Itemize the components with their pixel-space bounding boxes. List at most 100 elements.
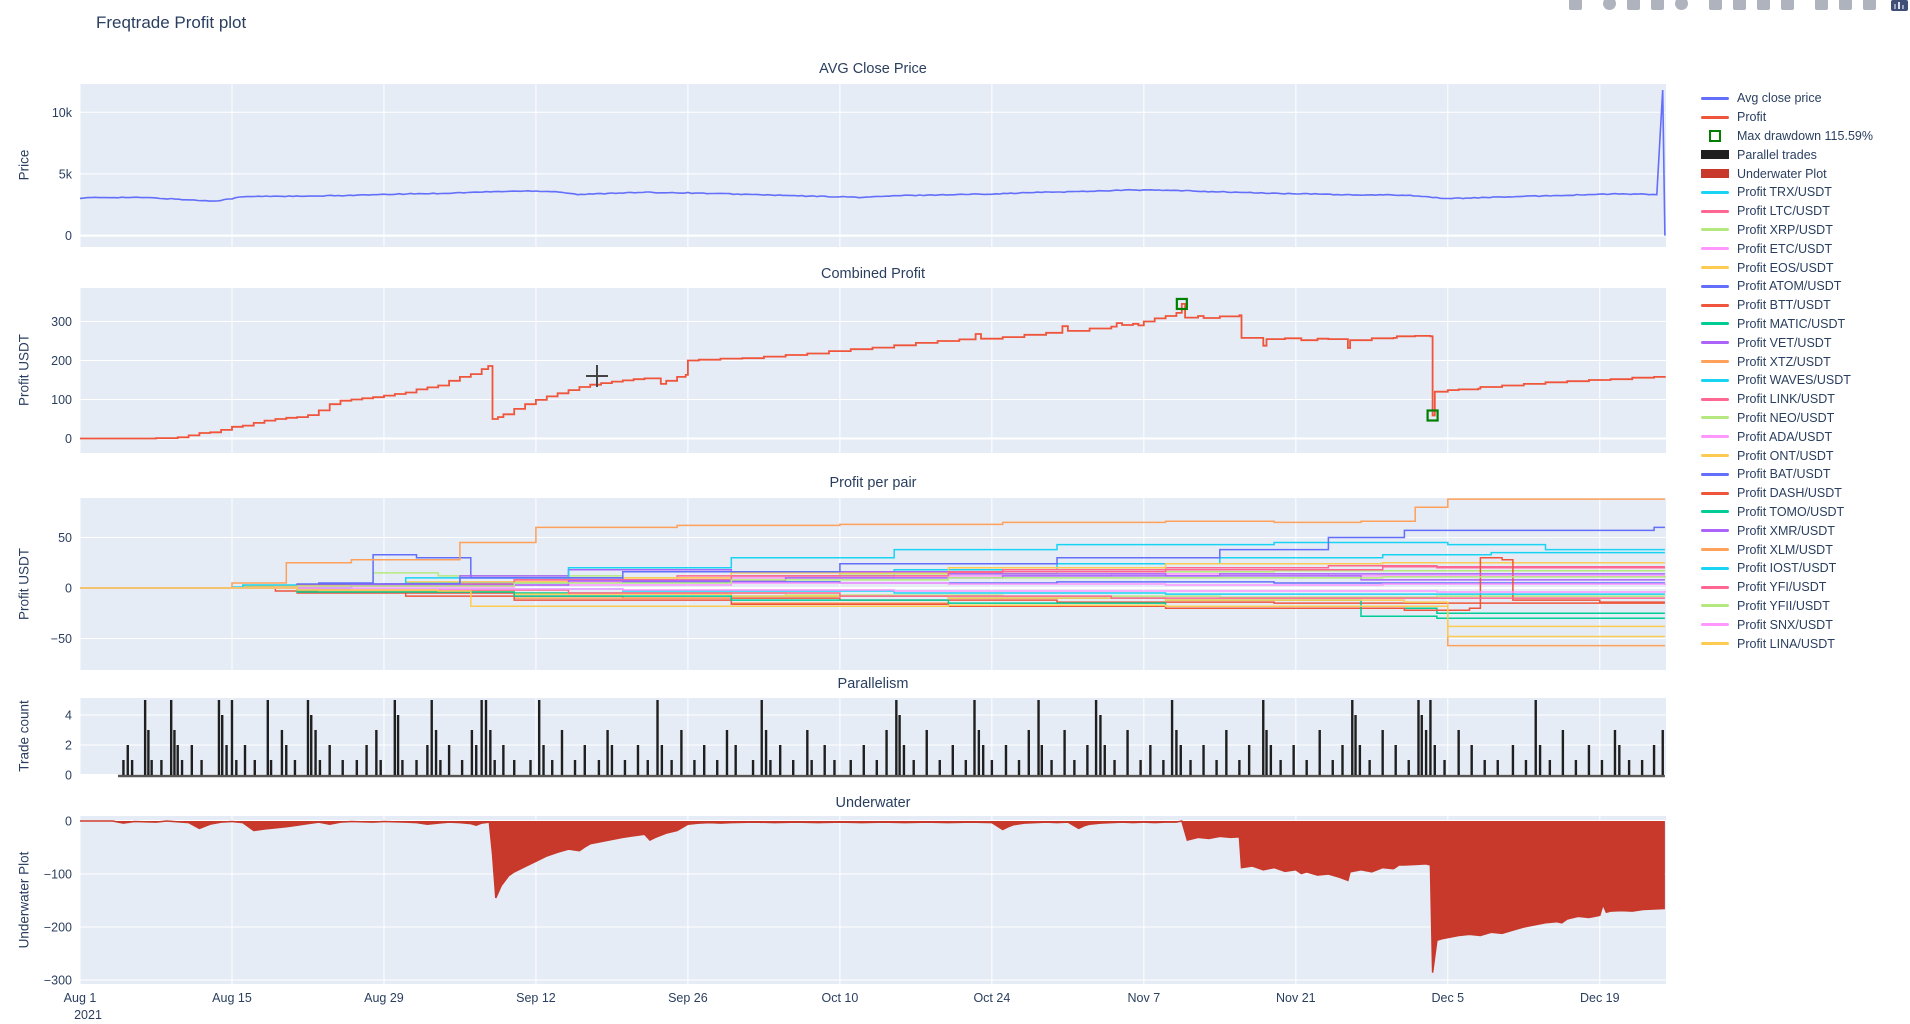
profit-plot-area[interactable] [80,288,1666,453]
legend-line-swatch-icon [1701,190,1729,194]
legend-item-avg-close-price[interactable]: Avg close price [1701,89,1822,108]
legend-item-profit-xlm-usdt[interactable]: Profit XLM/USDT [1701,540,1833,559]
series-profit-bat-usdt [80,526,1665,589]
toggle-spikelines-icon[interactable] [1809,0,1833,10]
profit-ytick: 0 [65,432,72,446]
zoom-in-icon[interactable] [1703,0,1727,10]
legend-label: Profit ATOM/USDT [1737,279,1842,294]
legend-label: Profit BTT/USDT [1737,298,1831,313]
y-axis-title-underwater-plot: Underwater Plot [16,851,32,949]
legend-item-profit-btt-usdt[interactable]: Profit BTT/USDT [1701,296,1831,315]
lasso-select-icon[interactable] [1669,0,1693,10]
legend-item-profit-trx-usdt[interactable]: Profit TRX/USDT [1701,183,1832,202]
legend-item-max-drawdown-115-59-[interactable]: Max drawdown 115.59% [1701,127,1873,146]
legend-label: Profit SNX/USDT [1737,617,1833,632]
legend-item-profit-matic-usdt[interactable]: Profit MATIC/USDT [1701,315,1845,334]
legend-label: Profit [1737,110,1767,125]
legend-label: Profit ADA/USDT [1737,429,1833,444]
legend-item-profit-vet-usdt[interactable]: Profit VET/USDT [1701,333,1831,352]
legend-item-profit-yfi-usdt[interactable]: Profit YFI/USDT [1701,578,1826,597]
zoom-out-icon[interactable] [1727,0,1751,10]
plotly-logo[interactable] [1891,0,1908,11]
legend-item-profit-xmr-usdt[interactable]: Profit XMR/USDT [1701,521,1835,540]
legend-item-profit-ltc-usdt[interactable]: Profit LTC/USDT [1701,202,1830,221]
underwater-ytick: −100 [44,868,72,882]
pairs-ytick: −50 [51,632,72,646]
legend-label: Profit XMR/USDT [1737,523,1835,538]
zoom-icon[interactable] [1597,0,1621,10]
legend-line-swatch-icon [1701,96,1729,100]
subplot-title-parallelism: Parallelism [837,676,909,692]
legend-label: Profit ONT/USDT [1737,448,1834,463]
legend-item-profit-tomo-usdt[interactable]: Profit TOMO/USDT [1701,503,1844,522]
series-profit-ada-usdt [80,582,1666,589]
legend-label: Avg close price [1737,91,1822,106]
y-axis-title-profit-usdt-pairs: Profit USDT [16,547,32,621]
legend-label: Max drawdown 115.59% [1737,128,1873,143]
parallel-ytick: 0 [65,769,72,783]
legend-label: Profit YFII/USDT [1737,598,1830,613]
box-select-icon[interactable] [1645,0,1669,10]
underwater-ytick: −200 [44,921,72,935]
legend-item-profit-iost-usdt[interactable]: Profit IOST/USDT [1701,559,1836,578]
parallel-plot-area[interactable] [80,698,1666,775]
legend-item-profit-link-usdt[interactable]: Profit LINK/USDT [1701,390,1835,409]
legend-item-profit-yfii-usdt[interactable]: Profit YFII/USDT [1701,597,1830,616]
hover-closest-icon[interactable] [1833,0,1857,10]
legend-item-profit-waves-usdt[interactable]: Profit WAVES/USDT [1701,371,1851,390]
legend-line-swatch-icon [1701,266,1729,270]
pairs-ytick: 0 [65,582,72,596]
legend-line-swatch-icon [1701,491,1729,495]
camera-icon[interactable] [1563,0,1587,10]
legend-item-profit-xrp-usdt[interactable]: Profit XRP/USDT [1701,221,1833,240]
legend-line-swatch-icon [1701,284,1729,288]
hover-compare-icon[interactable] [1857,0,1881,10]
x-tick-label: Sep 12 [516,991,556,1005]
legend-line-swatch-icon [1701,604,1729,608]
subplot-title-avg-close-price: AVG Close Price [819,61,927,77]
page-title: Freqtrade Profit plot [96,13,247,32]
autoscale-icon[interactable] [1751,0,1775,10]
legend-line-swatch-icon [1701,566,1729,570]
legend-item-profit-eos-usdt[interactable]: Profit EOS/USDT [1701,258,1834,277]
price-plot-area[interactable] [80,84,1666,247]
pan-icon[interactable] [1621,0,1645,10]
panel-price: 0 5k 10k [52,84,1666,247]
y-axis-title-profit-usdt: Profit USDT [16,333,32,407]
legend-label: Profit LINA/USDT [1737,636,1835,651]
legend-bar-swatch-icon [1701,169,1729,179]
legend-item-parallel-trades[interactable]: Parallel trades [1701,145,1817,164]
legend-line-swatch-icon [1701,623,1729,627]
legend-item-profit[interactable]: Profit [1701,108,1766,127]
legend-line-swatch-icon [1701,435,1729,439]
legend-item-profit-dash-usdt[interactable]: Profit DASH/USDT [1701,484,1842,503]
legend-item-profit-ont-usdt[interactable]: Profit ONT/USDT [1701,446,1834,465]
x-tick-label: Sep 26 [668,991,708,1005]
legend-item-profit-lina-usdt[interactable]: Profit LINA/USDT [1701,634,1835,653]
legend-line-swatch-icon [1701,397,1729,401]
x-tick-label: Aug 1 [64,991,97,1005]
legend-line-swatch-icon [1701,228,1729,232]
legend-bar-swatch-icon [1701,150,1729,160]
legend-line-swatch-icon [1701,303,1729,307]
legend-item-underwater-plot[interactable]: Underwater Plot [1701,164,1827,183]
series-profit-dash-usdt [80,556,1665,611]
legend-line-swatch-icon [1701,642,1729,646]
legend-item-profit-xtz-usdt[interactable]: Profit XTZ/USDT [1701,352,1831,371]
x-tick-label: Oct 24 [973,991,1010,1005]
legend-item-profit-bat-usdt[interactable]: Profit BAT/USDT [1701,465,1831,484]
legend-item-profit-etc-usdt[interactable]: Profit ETC/USDT [1701,239,1832,258]
legend-label: Profit NEO/USDT [1737,410,1835,425]
legend-item-profit-ada-usdt[interactable]: Profit ADA/USDT [1701,427,1832,446]
legend-item-profit-snx-usdt[interactable]: Profit SNX/USDT [1701,615,1833,634]
underwater-ytick: 0 [65,815,72,829]
series-parallel-trades [117,700,1665,778]
legend-line-swatch-icon [1701,341,1729,345]
reset-axes-icon[interactable] [1775,0,1799,10]
series-profit-xlm-usdt [80,498,1665,589]
legend-line-swatch-icon [1701,209,1729,213]
legend-item-profit-neo-usdt[interactable]: Profit NEO/USDT [1701,409,1834,428]
legend-item-profit-atom-usdt[interactable]: Profit ATOM/USDT [1701,277,1841,296]
